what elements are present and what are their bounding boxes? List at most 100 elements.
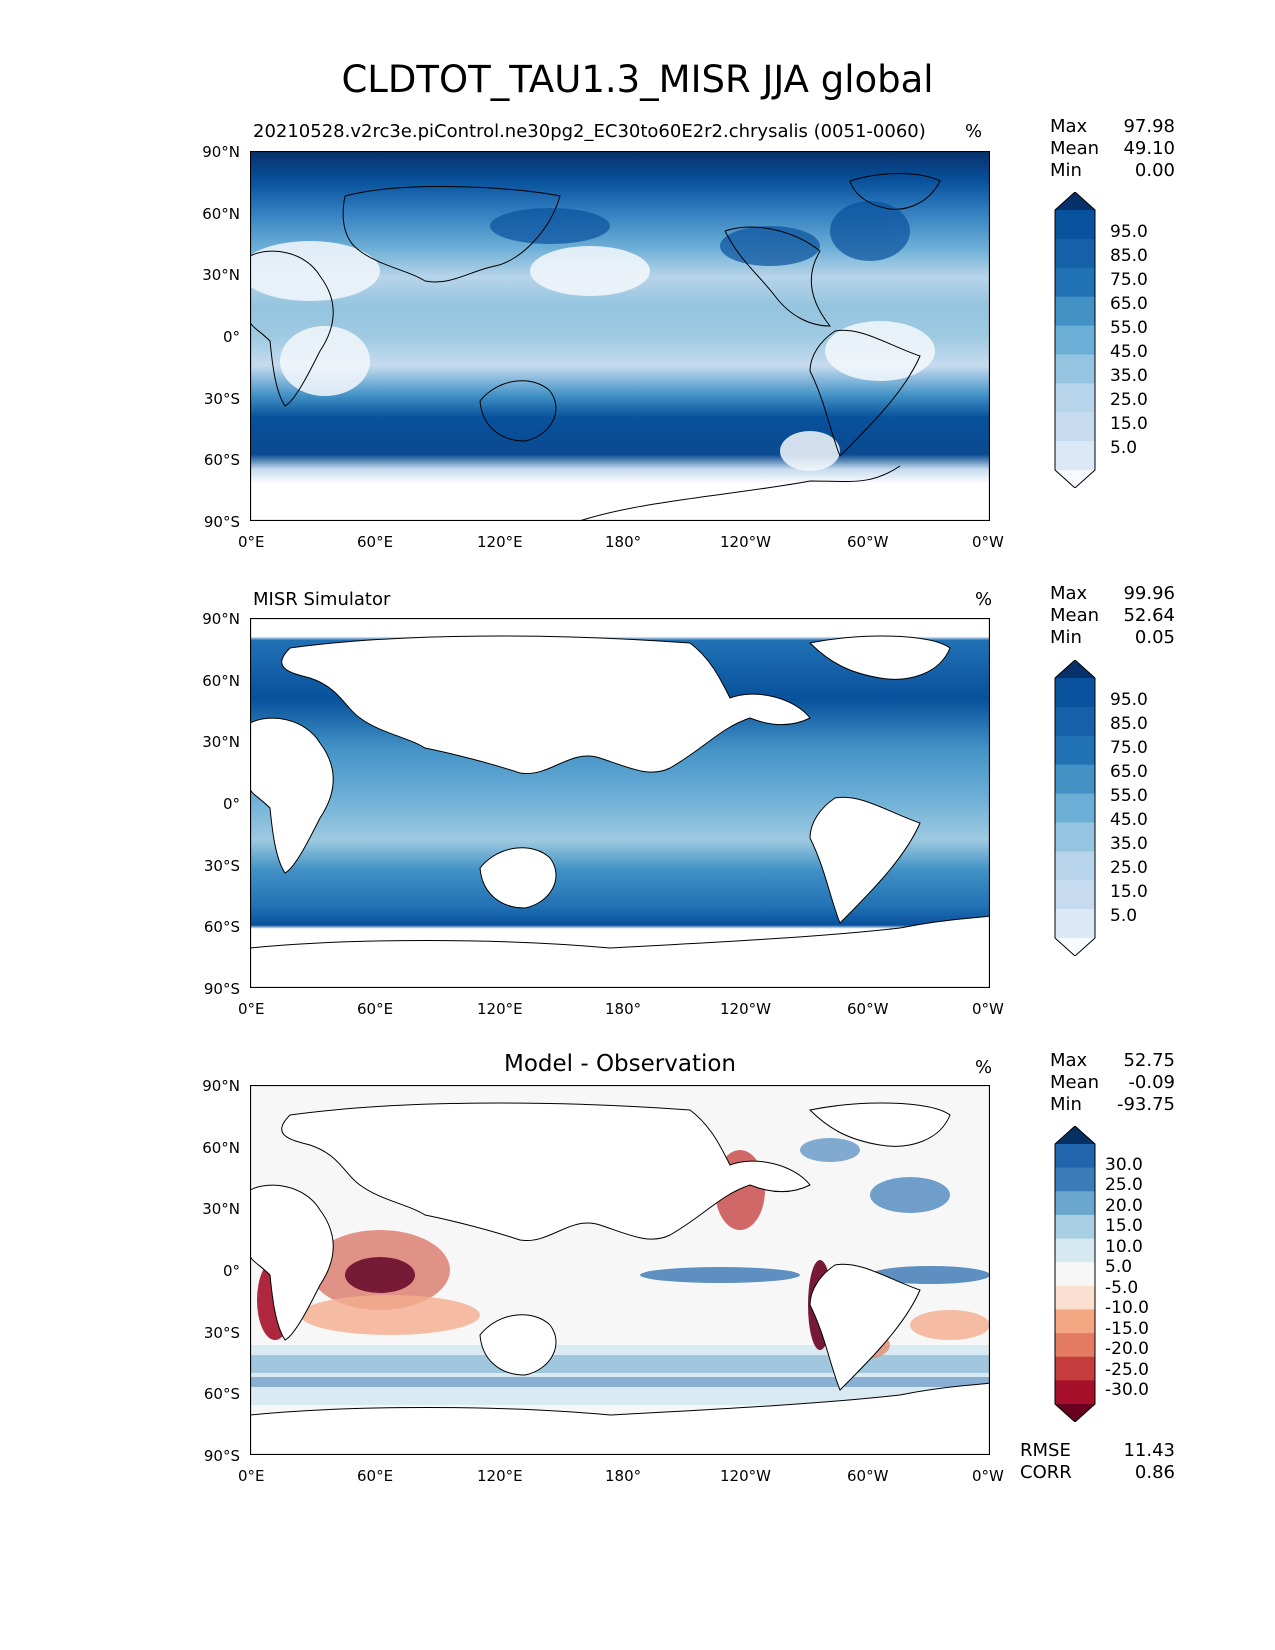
colorbar-segment [1055, 383, 1095, 413]
lat-tick-label: 60°S [203, 451, 240, 469]
stat-max-value: 99.96 [1123, 583, 1175, 604]
lat-tick-label: 60°S [203, 918, 240, 936]
colorbar-outline [1054, 192, 1096, 488]
colorbar-segment [1055, 1144, 1095, 1169]
lon-tick-label: 0°E [238, 1467, 265, 1485]
lat-tick-label: 90°N [202, 1077, 240, 1095]
stat-max-value: 97.98 [1123, 116, 1175, 137]
lon-tick-label: 180° [605, 1000, 642, 1018]
lon-tick-label: 120°E [477, 533, 523, 551]
colorbar-extend-max [1055, 192, 1095, 210]
colorbar-label: 5.0 [1110, 438, 1138, 458]
map-frame [250, 151, 990, 521]
map-frame [250, 618, 990, 988]
unit-label: % [975, 1057, 993, 1078]
colorbar-segment [1055, 296, 1095, 327]
colorbar-segment [1055, 238, 1095, 269]
lon-tick-label: 180° [605, 533, 642, 551]
colorbar-segment [1055, 851, 1095, 881]
panel-title: Model - Observation [503, 1051, 737, 1077]
figure-title: CLDTOT_TAU1.3_MISR JJA global [341, 58, 934, 101]
colorbar-segment [1055, 210, 1095, 240]
map-frame [250, 1085, 990, 1455]
colorbar-label: 95.0 [1110, 690, 1148, 710]
colorbar-segment [1055, 1262, 1095, 1287]
lon-tick-label: 180° [605, 1467, 642, 1485]
colorbar [1054, 660, 1096, 956]
colorbar-outline [1054, 1126, 1096, 1422]
lat-tick-label: 30°S [203, 390, 240, 408]
stat-max-label: Max [1050, 116, 1088, 137]
colorbar-segment [1055, 1380, 1095, 1405]
lat-tick-label: 0° [222, 1262, 240, 1280]
colorbar [1054, 1126, 1096, 1422]
lon-tick-label: 60°W [847, 1467, 889, 1485]
lat-tick-label: 0° [222, 795, 240, 813]
map-model [250, 151, 990, 521]
lon-tick-label: 0°E [238, 1000, 265, 1018]
colorbar-label: 65.0 [1110, 294, 1148, 314]
colorbar-label: 25.0 [1110, 858, 1148, 878]
stat-max-value: 52.75 [1123, 1050, 1175, 1071]
colorbar-label: -30.0 [1105, 1380, 1149, 1400]
lon-tick-label: 120°E [477, 1000, 523, 1018]
colorbar-label: -20.0 [1105, 1339, 1149, 1359]
colorbar-label: 25.0 [1110, 390, 1148, 410]
colorbar-label: 65.0 [1110, 762, 1148, 782]
colorbar-segment [1055, 1356, 1095, 1381]
lon-tick-label: 60°E [357, 1467, 394, 1485]
colorbar-label: 15.0 [1110, 414, 1148, 434]
colorbar-label: 85.0 [1110, 246, 1148, 266]
colorbar-segment [1055, 678, 1095, 708]
colorbar-label: 75.0 [1110, 270, 1148, 290]
unit-label: % [975, 589, 993, 610]
colorbar-extend-min [1055, 938, 1095, 956]
lat-tick-label: 30°N [202, 1200, 240, 1218]
rmse-value: 11.43 [1123, 1440, 1175, 1461]
panel-title: 20210528.v2rc3e.piControl.ne30pg2_EC30to… [253, 121, 926, 142]
clear-sky-regions [250, 241, 935, 471]
lat-tick-label: 90°S [203, 1447, 240, 1465]
colorbar-extend-min [1055, 1404, 1095, 1422]
stat-mean-label: Mean [1050, 138, 1100, 159]
colorbar-segment [1055, 267, 1095, 298]
colorbar-label: 25.0 [1105, 1175, 1143, 1195]
lon-tick-label: 0°E [238, 533, 265, 551]
colorbar-label: 75.0 [1110, 738, 1148, 758]
lat-tick-label: 30°S [203, 857, 240, 875]
lon-tick-label: 0°W [972, 533, 1004, 551]
colorbar-segment [1055, 793, 1095, 823]
colorbar-segment [1055, 706, 1095, 737]
colorbar-outline [1054, 660, 1096, 956]
lat-tick-label: 60°N [202, 1139, 240, 1157]
unit-label: % [965, 121, 983, 142]
colorbar-label: 15.0 [1105, 1216, 1143, 1236]
colorbar-segment [1055, 354, 1095, 384]
colorbar-segment [1055, 1167, 1095, 1192]
lat-tick-label: 60°N [202, 205, 240, 223]
corr-label: CORR [1020, 1462, 1072, 1483]
stat-min-label: Min [1050, 1094, 1082, 1115]
colorbar-label: 45.0 [1110, 810, 1148, 830]
colorbar-segment [1055, 1285, 1095, 1310]
colorbar-segment [1055, 325, 1095, 355]
lat-tick-label: 90°S [203, 980, 240, 998]
colorbar-label: 5.0 [1105, 1257, 1133, 1277]
stat-min-label: Min [1050, 160, 1082, 181]
colorbar-label: 15.0 [1110, 882, 1148, 902]
lat-tick-label: 90°N [202, 610, 240, 628]
lon-tick-label: 60°E [357, 533, 394, 551]
coastlines [250, 173, 941, 521]
colorbar-segment [1055, 735, 1095, 766]
lon-tick-label: 120°E [477, 1467, 523, 1485]
colorbar-segment [1055, 764, 1095, 795]
colorbar-label: 35.0 [1110, 366, 1148, 386]
colorbar [1054, 192, 1096, 488]
lon-tick-label: 60°W [847, 1000, 889, 1018]
colorbar-label: 20.0 [1105, 1196, 1143, 1216]
lon-tick-label: 60°E [357, 1000, 394, 1018]
corr-value: 0.86 [1134, 1462, 1175, 1483]
colorbar-extend-max [1055, 660, 1095, 678]
lon-tick-label: 120°W [720, 533, 771, 551]
colorbar-label: 30.0 [1105, 1155, 1143, 1175]
